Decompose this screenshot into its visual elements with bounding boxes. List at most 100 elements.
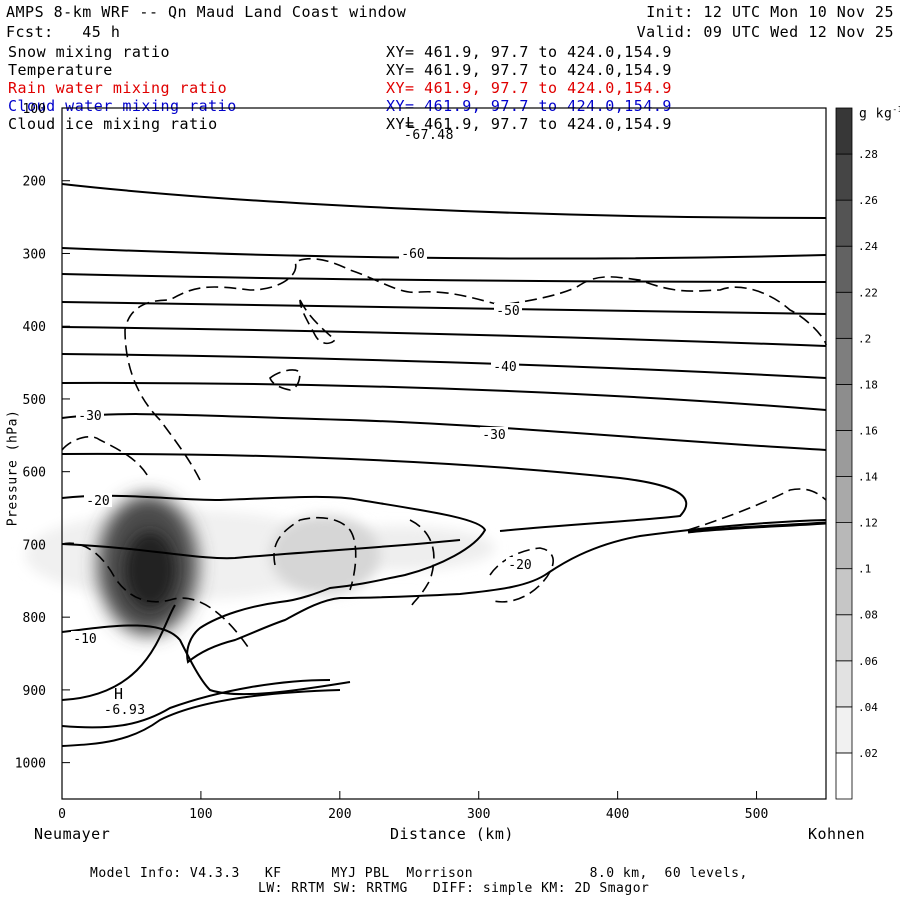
isotherm bbox=[61, 452, 688, 532]
colorbar-tick-label: .22 bbox=[858, 286, 878, 299]
x-axis: 0 100 200 300 400 500 bbox=[58, 791, 768, 822]
y-tick-label: 800 bbox=[23, 611, 46, 626]
contour-label: -30 bbox=[78, 409, 101, 424]
colorbar-bin bbox=[835, 752, 853, 800]
high-label: H bbox=[114, 685, 124, 703]
isotherm bbox=[61, 679, 331, 729]
colorbar-bin bbox=[835, 107, 853, 155]
contour-label: -10 bbox=[73, 632, 96, 647]
contour-label: -20 bbox=[86, 494, 109, 509]
colorbar-tick-label: .12 bbox=[858, 517, 878, 530]
isotherm bbox=[61, 247, 827, 260]
contour-label-bg bbox=[84, 493, 112, 507]
dashed-contour bbox=[61, 542, 251, 651]
contour-labels: -60 -50 -40 -30 -30 -20 -20 -10 bbox=[71, 246, 534, 647]
colorbar-bin bbox=[835, 337, 853, 385]
contour-label: -30 bbox=[482, 428, 505, 443]
colorbar-tick-label: .26 bbox=[858, 194, 878, 207]
y-tick-label: 300 bbox=[23, 247, 46, 262]
colorbar-tick-label: .2 bbox=[858, 332, 871, 345]
colorbar-bin bbox=[835, 430, 853, 477]
field-xy: XY= 461.9, 97.7 to 424.0,154.9 bbox=[386, 79, 672, 97]
low-value: -67.48 bbox=[404, 128, 454, 143]
colorbar-bin bbox=[835, 706, 853, 754]
contour-label-bg bbox=[480, 427, 508, 441]
isotherm bbox=[61, 183, 827, 219]
contour-label-bg bbox=[76, 408, 104, 422]
contour-label-bg bbox=[494, 303, 522, 317]
x-tick-label: 300 bbox=[467, 807, 490, 822]
colorbar-tick-label: .28 bbox=[858, 148, 878, 161]
y-axis: 100 200 300 400 500 600 700 800 900 1000 bbox=[15, 102, 70, 772]
colorbar: .02 .04 .06 .08 .1 .12 .14 .16 .18 .2 .22 .24 .26 .28 bbox=[835, 107, 878, 800]
colorbar-bin bbox=[835, 291, 853, 339]
colorbar-unit: g kg-1 bbox=[859, 105, 900, 122]
colorbar-tick-label: .06 bbox=[858, 655, 878, 668]
isotherm bbox=[61, 381, 827, 411]
valid-time: Valid: 09 UTC Wed 12 Nov 25 bbox=[636, 23, 894, 41]
init-time: Init: 12 UTC Mon 10 Nov 25 bbox=[646, 3, 894, 21]
colorbar-bin bbox=[835, 153, 853, 201]
y-tick-label: 1000 bbox=[15, 757, 46, 772]
colorbar-bin bbox=[835, 383, 853, 431]
field-name: Temperature bbox=[8, 61, 113, 79]
x-tick-label: 400 bbox=[606, 807, 629, 822]
dashed-contour bbox=[269, 369, 301, 391]
colorbar-bin bbox=[835, 199, 853, 247]
chart-title: AMPS 8-km WRF -- Qn Maud Land Coast wind… bbox=[6, 3, 407, 21]
contour-label: -20 bbox=[508, 558, 531, 573]
colorbar-tick-label: .16 bbox=[858, 424, 878, 437]
y-axis-label: Pressure (hPa) bbox=[5, 409, 21, 527]
y-tick-label: 900 bbox=[23, 684, 46, 699]
isotherm bbox=[61, 301, 827, 315]
isotherm bbox=[61, 413, 827, 451]
field-name: Cloud water mixing ratio bbox=[8, 97, 237, 115]
colorbar-bin bbox=[835, 522, 853, 570]
colorbar-tick-label: .1 bbox=[858, 563, 871, 576]
isotherm bbox=[61, 689, 341, 747]
isotherm bbox=[687, 521, 827, 534]
colorbar-bin bbox=[835, 476, 853, 523]
dashed-contour bbox=[687, 488, 827, 531]
low-label: L bbox=[406, 114, 416, 132]
snow-shade-core bbox=[125, 532, 175, 608]
field-name: Snow mixing ratio bbox=[8, 43, 171, 61]
footer-line1: Model Info: V4.3.3 KF MYJ PBL Morrison 8… bbox=[90, 866, 748, 881]
right-end-label: Kohnen bbox=[808, 825, 866, 843]
isotherm bbox=[61, 539, 461, 560]
isotherm bbox=[61, 604, 176, 701]
contour-label-bg bbox=[399, 246, 427, 260]
colorbar-tick-label: .24 bbox=[858, 240, 878, 253]
field-name: Cloud ice mixing ratio bbox=[8, 115, 218, 133]
contour-label-bg bbox=[491, 359, 519, 373]
colorbar-tick-label: .18 bbox=[858, 378, 878, 391]
left-end-label: Neumayer bbox=[34, 825, 111, 843]
isotherm bbox=[61, 624, 351, 696]
colorbar-bin bbox=[835, 568, 853, 616]
y-tick-label: 100 bbox=[23, 102, 46, 117]
isotherm bbox=[61, 353, 827, 379]
dashed-contour bbox=[489, 547, 554, 603]
dashed-contours bbox=[61, 258, 827, 651]
forecast-hour: Fcst: 45 h bbox=[6, 23, 121, 41]
contour-label: -50 bbox=[496, 304, 519, 319]
colorbar-tick-label: .04 bbox=[858, 701, 878, 714]
dashed-contour bbox=[299, 299, 337, 345]
plot-frame bbox=[61, 107, 827, 800]
y-tick-label: 400 bbox=[23, 320, 46, 335]
contour-label-bg bbox=[71, 631, 99, 645]
field-xy: XY= 461.9, 97.7 to 424.0,154.9 bbox=[386, 97, 672, 115]
high-value: -6.93 bbox=[104, 703, 146, 718]
dashed-contour bbox=[61, 435, 151, 481]
contour-label: -60 bbox=[401, 247, 424, 262]
contour-label-bg bbox=[506, 557, 534, 571]
y-tick-label: 200 bbox=[23, 175, 46, 190]
field-xy: XY= 461.9, 97.7 to 424.0,154.9 bbox=[386, 43, 672, 61]
temperature-contours bbox=[61, 183, 827, 747]
x-tick-label: 200 bbox=[328, 807, 351, 822]
y-tick-label: 700 bbox=[23, 538, 46, 553]
dashed-contour bbox=[409, 519, 435, 606]
colorbar-tick-label: .14 bbox=[858, 471, 878, 484]
y-tick-label: 600 bbox=[23, 466, 46, 481]
